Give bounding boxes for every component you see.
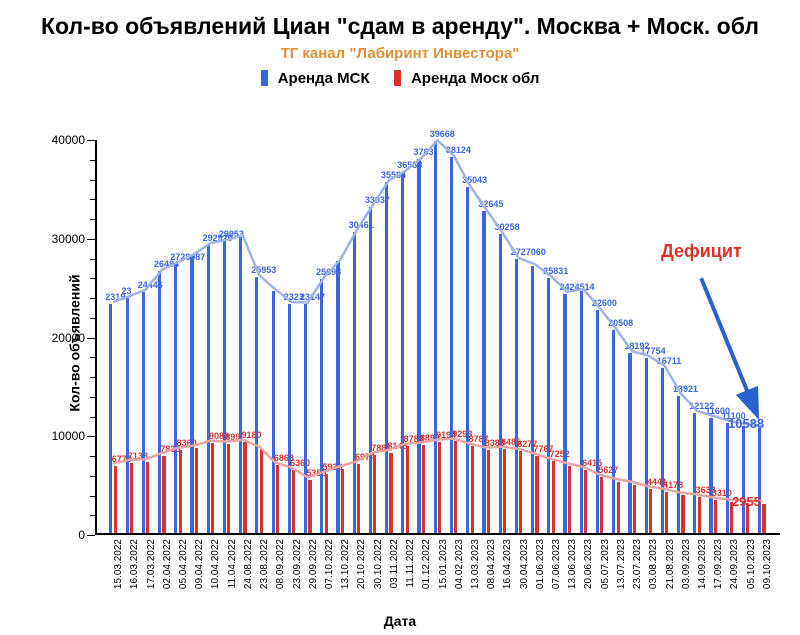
x-tick-label: 24.09.2023 <box>729 539 740 589</box>
chart-title: Кол-во объявлений Циан "сдам в аренду". … <box>0 12 800 41</box>
plot-area: 2319677023713824446264847838272808783602… <box>95 140 780 535</box>
x-tick-label: 08.09.2022 <box>275 539 286 589</box>
x-tick-label: 23.07.2023 <box>632 539 643 589</box>
x-tick-label: 02.04.2022 <box>162 539 173 589</box>
x-tick-label: 23.08.2022 <box>259 539 270 589</box>
x-tick-label: 17.09.2023 <box>713 539 724 589</box>
x-tick-label: 11.11.2022 <box>405 539 416 588</box>
x-tick-label: 09.04.2022 <box>194 539 205 589</box>
x-tick-label: 07.06.2023 <box>551 539 562 589</box>
x-tick-label: 11.04.2022 <box>227 539 238 588</box>
y-tick-label: 40000 <box>52 133 95 147</box>
x-tick-label: 03.09.2023 <box>681 539 692 589</box>
x-tick-label: 05.07.2023 <box>600 539 611 589</box>
legend-label-2: Аренда Моск обл <box>411 70 540 87</box>
x-tick-label: 30.04.2023 <box>519 539 530 589</box>
x-tick-label: 15.01.2023 <box>438 539 449 589</box>
legend-swatch-1 <box>261 70 268 86</box>
bar-value-label-s1: 39668 <box>430 129 455 139</box>
x-tick-label: 13.03.2023 <box>470 539 481 589</box>
chart-subtitle: ТГ канал "Лабиринт Инвестора" <box>0 45 800 62</box>
final-value-s1: 10588 <box>728 416 764 431</box>
y-tick-label: 10000 <box>52 429 95 443</box>
x-tick-label: 20.06.2023 <box>583 539 594 589</box>
chart-container: Кол-во объявлений Циан "сдам в аренду". … <box>0 0 800 635</box>
x-tick-label: 17.03.2022 <box>146 539 157 589</box>
x-tick-label: 03.08.2023 <box>648 539 659 589</box>
x-tick-label: 15.03.2022 <box>113 539 124 589</box>
x-axis-label: Дата <box>0 613 800 629</box>
x-tick-label: 16.04.2023 <box>502 539 513 589</box>
x-tick-label: 07.10.2022 <box>324 539 335 589</box>
x-tick-label: 13.10.2022 <box>340 539 351 589</box>
y-tick-label: 20000 <box>52 331 95 345</box>
legend-item-2: Аренда Моск обл <box>394 70 540 87</box>
x-tick-label: 14.09.2023 <box>697 539 708 589</box>
x-tick-label: 13.07.2023 <box>616 539 627 589</box>
title-block: Кол-во объявлений Циан "сдам в аренду". … <box>0 0 800 62</box>
y-tick-label: 0 <box>78 528 95 542</box>
x-tick-label: 16.03.2022 <box>129 539 140 589</box>
x-tick-label: 09.10.2023 <box>762 539 773 589</box>
x-tick-label: 04.02.2023 <box>454 539 465 589</box>
x-tick-label: 05.10.2023 <box>746 539 757 589</box>
x-tick-label: 10.04.2022 <box>210 539 221 589</box>
legend-label-1: Аренда МСК <box>278 70 370 87</box>
legend-item-1: Аренда МСК <box>261 70 370 87</box>
final-value-s2: 2955 <box>732 494 761 509</box>
y-tick-label: 30000 <box>52 232 95 246</box>
x-tick-label: 01.06.2023 <box>535 539 546 589</box>
x-tick-label: 23.09.2022 <box>292 539 303 589</box>
x-tick-label: 24.08.2022 <box>243 539 254 589</box>
legend-swatch-2 <box>394 70 401 86</box>
x-tick-label: 20.10.2022 <box>356 539 367 589</box>
x-tick-label: 13.06.2023 <box>567 539 578 589</box>
x-tick-label: 21.08.2023 <box>665 539 676 589</box>
arrow-icon <box>95 140 780 535</box>
x-tick-label: 01.12.2022 <box>421 539 432 589</box>
x-tick-label: 30.10.2022 <box>373 539 384 589</box>
x-tick-label: 08.04.2023 <box>486 539 497 589</box>
x-tick-label: 05.04.2022 <box>178 539 189 589</box>
x-tick-label: 29.09.2022 <box>308 539 319 589</box>
x-tick-label: 03.11.2022 <box>389 539 400 588</box>
legend: Аренда МСК Аренда Моск обл <box>0 70 800 87</box>
